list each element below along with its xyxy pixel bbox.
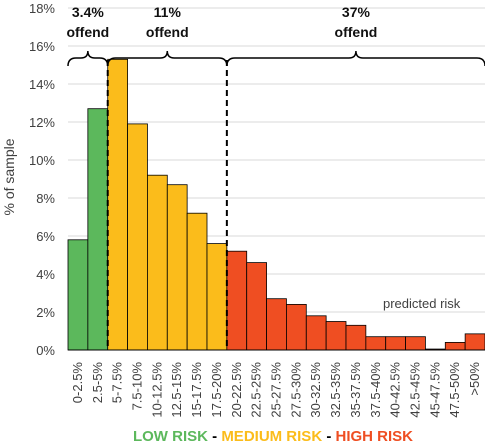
y-tick-label: 2%	[36, 305, 55, 320]
bar	[365, 336, 387, 351]
bar	[464, 333, 485, 351]
bar	[226, 250, 248, 351]
offend-rate-label: 11%	[154, 4, 182, 20]
x-tick-label: 2.5-5%	[90, 362, 105, 404]
x-tick-label: 42.5-45%	[408, 362, 423, 418]
bar	[87, 108, 109, 351]
legend-entry: HIGH RISK	[336, 428, 414, 445]
axis-labels: 0% 2% 4% 6% 8% 10% 12% 14% 16% 18% 0-2.5% 2.5-5% 5-7…	[29, 1, 482, 418]
x-tick-label: 12.5-15%	[169, 362, 184, 418]
bar	[286, 303, 307, 351]
x-tick-label: 27.5-30%	[288, 362, 303, 418]
offend-rate-label: 37%	[342, 4, 371, 20]
bar	[325, 321, 347, 351]
y-tick-label: 16%	[29, 39, 55, 54]
bar	[385, 336, 406, 351]
offend-rate-label: 3.4%	[72, 4, 104, 20]
bar	[246, 262, 267, 351]
legend-entry: MEDIUM RISK	[221, 428, 322, 445]
bar	[107, 58, 128, 351]
offend-word-label: offend	[335, 24, 378, 40]
offend-word-label: offend	[146, 24, 189, 40]
group-dividers	[106, 60, 228, 350]
bar	[206, 243, 228, 351]
group-braces: 3.4% offend 11% offend 37% offend	[66, 4, 485, 67]
bar	[166, 184, 188, 351]
y-axis-title: % of sample	[1, 138, 17, 215]
x-tick-label: 10-12.5%	[149, 362, 164, 418]
legend-separator: -	[322, 428, 335, 445]
y-tick-label: 8%	[36, 191, 55, 206]
y-tick-label: 18%	[29, 1, 55, 16]
x-tick-label: 47.5-50%	[447, 362, 462, 418]
y-tick-label: 12%	[29, 115, 55, 130]
bar	[405, 336, 426, 351]
y-tick-label: 14%	[29, 77, 55, 92]
offend-word-label: offend	[66, 24, 109, 40]
bar	[186, 212, 208, 351]
bar	[67, 239, 89, 351]
x-tick-label: 35-37.5%	[348, 362, 363, 418]
x-tick-label: 17.5-20%	[209, 362, 224, 418]
x-tick-label: 0-2.5%	[70, 362, 85, 404]
group-brace	[106, 50, 228, 67]
x-tick-label: 45-47.5%	[427, 362, 442, 418]
y-tick-label: 0%	[36, 343, 55, 358]
x-tick-label: 15-17.5%	[189, 362, 204, 418]
x-tick-label: 5-7.5%	[110, 362, 125, 404]
x-tick-label: 20-22.5%	[229, 362, 244, 418]
y-tick-label: 10%	[29, 153, 55, 168]
group-brace	[67, 50, 109, 67]
bar	[147, 174, 168, 351]
x-tick-label: 37.5-40%	[368, 362, 383, 418]
x-tick-label: 40-42.5%	[388, 362, 403, 418]
x-tick-label: 7.5-10%	[130, 362, 145, 411]
bar	[127, 123, 148, 351]
legend-entry: LOW RISK	[133, 428, 208, 445]
group-brace	[226, 50, 485, 67]
risk-legend: LOW RISK - MEDIUM RISK - HIGH RISK	[133, 428, 413, 445]
bar	[345, 324, 367, 351]
bar	[266, 298, 287, 351]
x-tick-label: 22.5-25%	[249, 362, 264, 418]
x-tick-label: 25-27.5%	[269, 362, 284, 418]
bar	[444, 341, 466, 351]
bars	[67, 58, 485, 351]
x-tick-label: >50%	[467, 362, 482, 396]
x-tick-label: 30-32.5%	[308, 362, 323, 418]
predicted-risk-note: predicted risk	[383, 296, 461, 311]
legend-separator: -	[208, 428, 221, 445]
bar	[305, 315, 327, 351]
y-tick-label: 6%	[36, 229, 55, 244]
y-tick-label: 4%	[36, 267, 55, 282]
x-tick-label: 32.5-35%	[328, 362, 343, 418]
